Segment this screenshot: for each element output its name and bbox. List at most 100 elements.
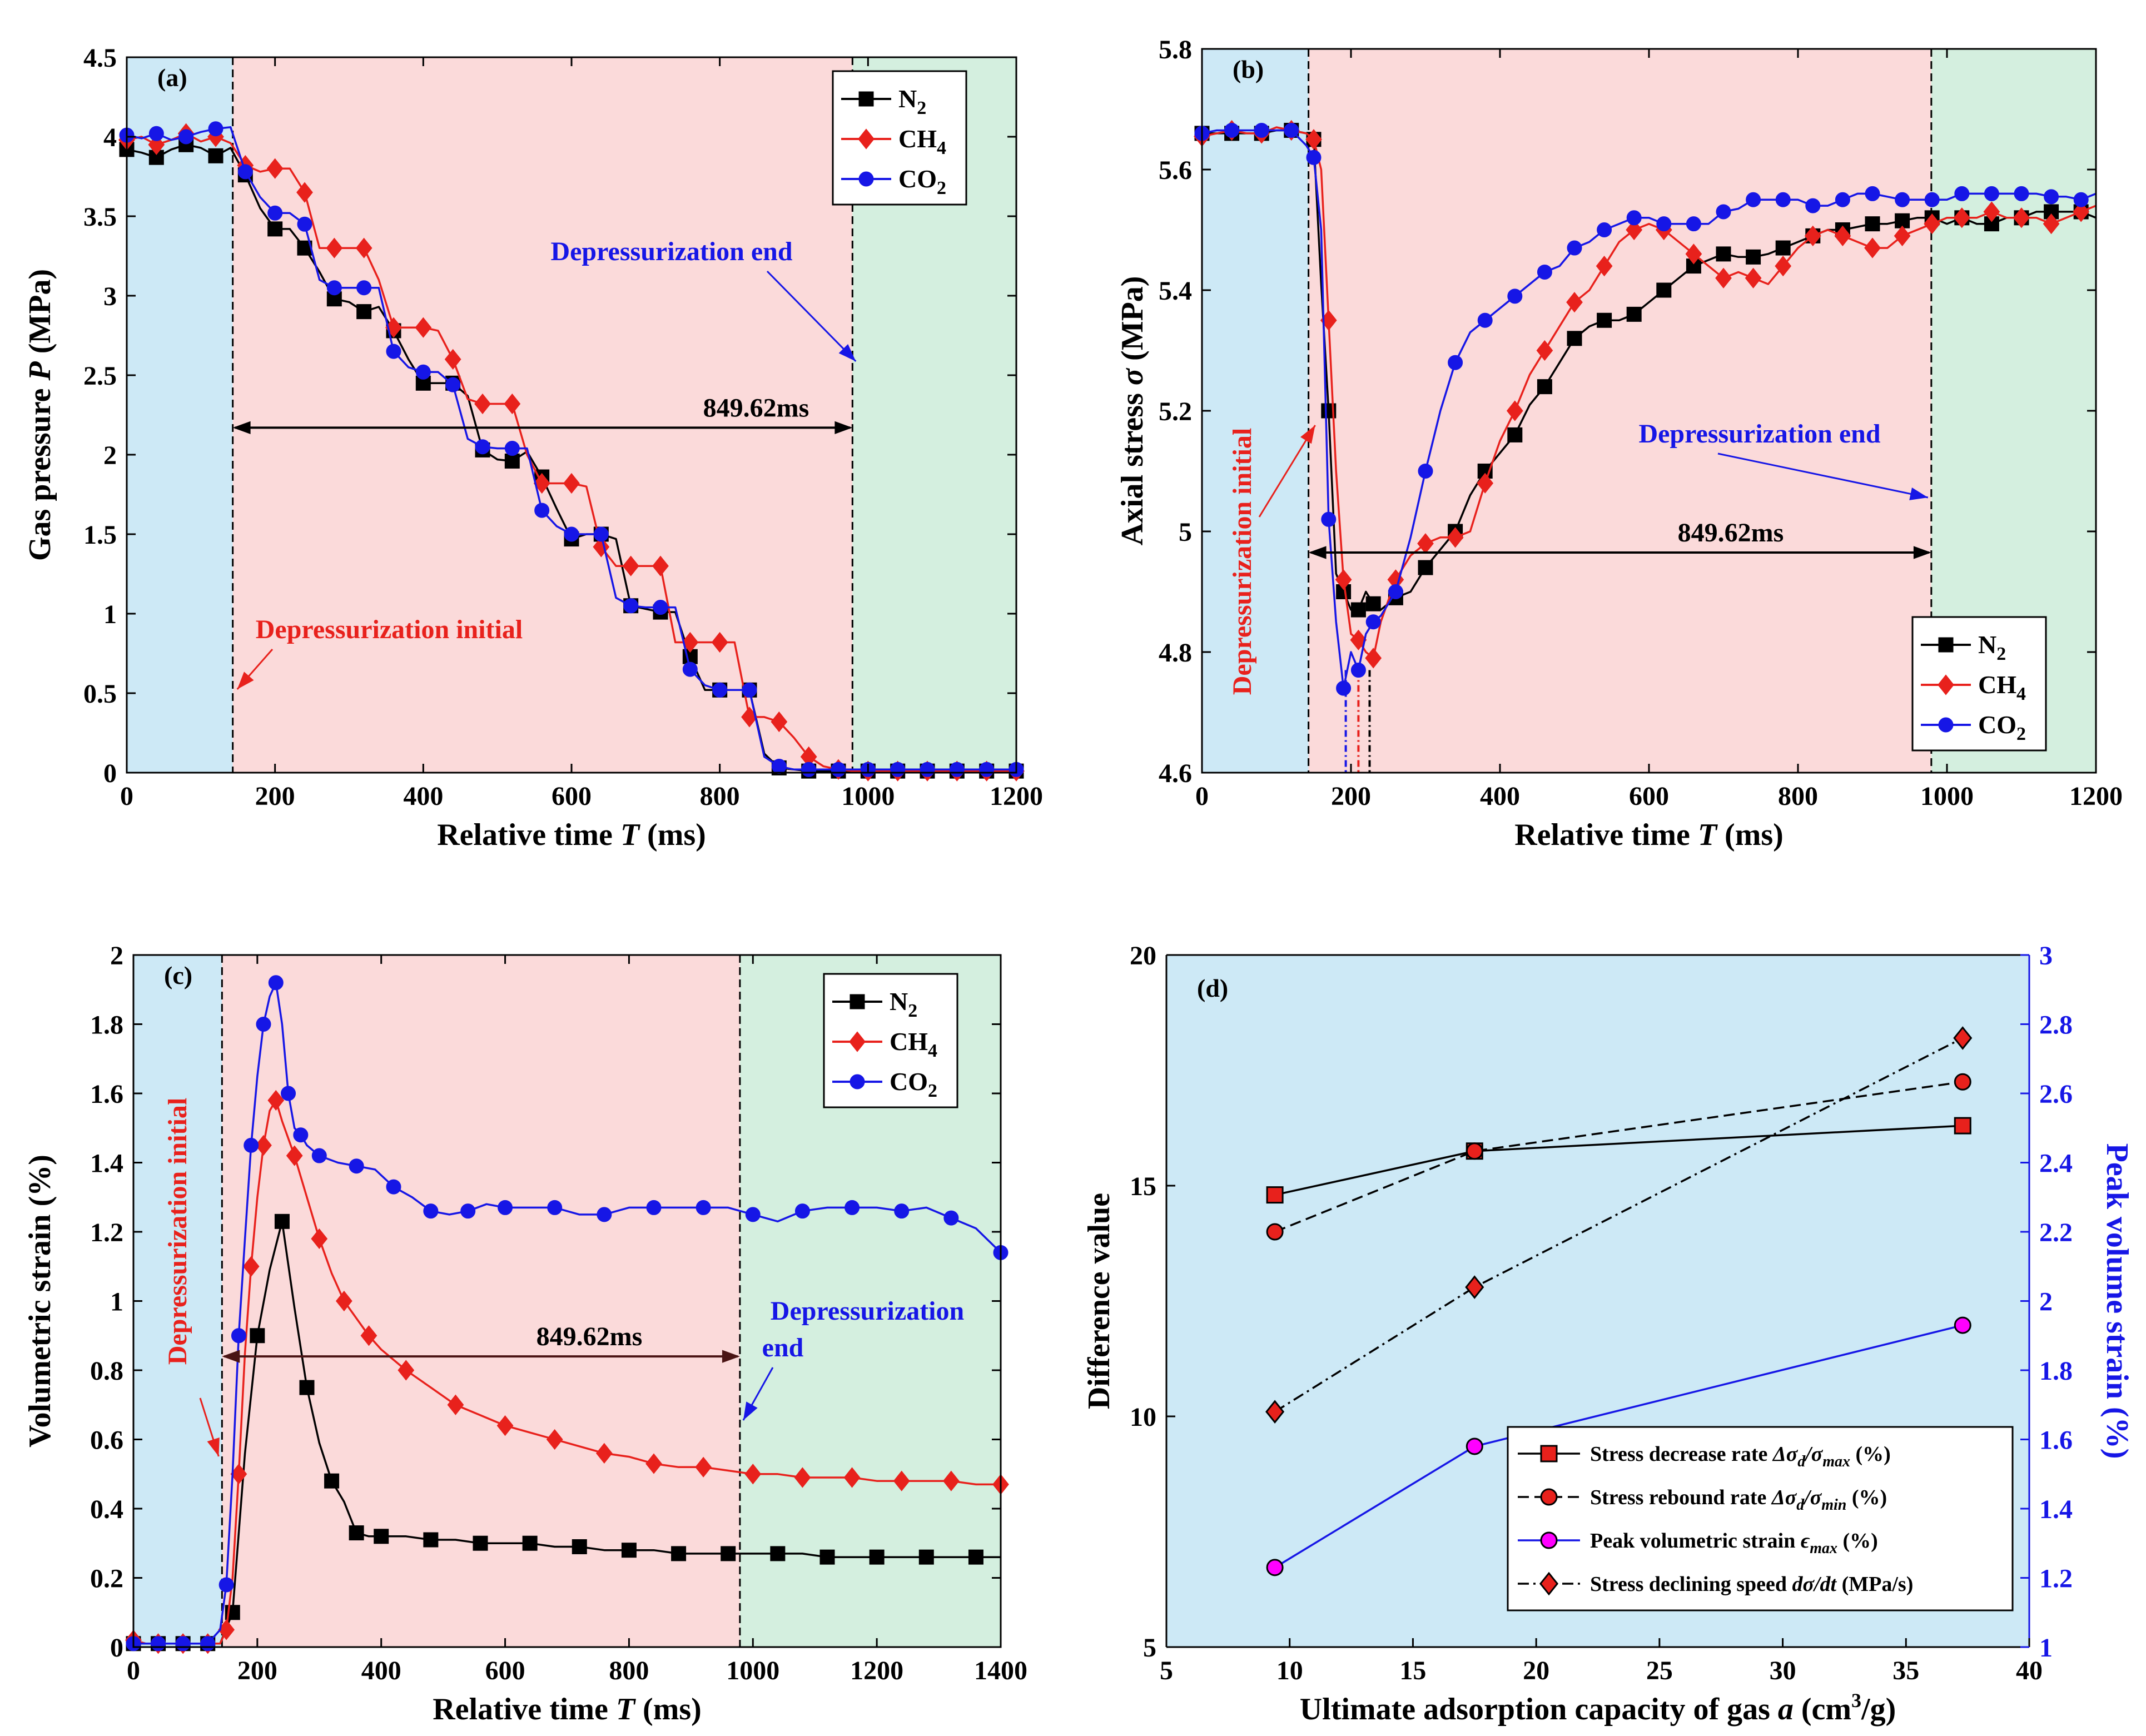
duration-label: 849.62ms: [536, 1322, 643, 1351]
series-line: [1274, 1037, 1964, 1413]
data-point: [1954, 1316, 1971, 1334]
data-point: [1224, 122, 1240, 138]
panel-a: 0 200 400 600 800 1000 1200 0 0.5 1 1.5 2 2.5 3 3.5 4 4.…: [23, 43, 1043, 852]
y-tick-label: 4.5: [83, 43, 117, 73]
y-axis-label: Axial stress σ (MPa): [1115, 276, 1150, 546]
legend-marker: [849, 1031, 866, 1052]
region-before: [127, 57, 233, 773]
x-axis-label: Relative time T (ms): [433, 1692, 702, 1727]
data-point: [1466, 1437, 1483, 1455]
data-point: [296, 182, 313, 203]
data-point: [324, 1473, 340, 1489]
data-point: [1536, 340, 1553, 361]
legend-marker: [1540, 1488, 1558, 1506]
data-point: [1266, 1186, 1284, 1204]
y-tick-label: 1.4: [90, 1149, 123, 1178]
legend: N2 CH4 CO2: [1911, 616, 2047, 752]
data-point: [1537, 379, 1552, 395]
annotation-end-arrow-head: [1909, 488, 1928, 500]
x-tick-label: 800: [1778, 782, 1818, 811]
legend-label: CO2: [1978, 710, 2026, 744]
y-tick-label-left: 20: [1130, 941, 1156, 971]
x-tick-label: 40: [2016, 1656, 2043, 1685]
data-point: [360, 1325, 377, 1346]
data-point: [1388, 584, 1403, 599]
data-point: [1775, 192, 1791, 207]
data-point: [1336, 680, 1352, 696]
panel-label: (a): [157, 63, 187, 92]
y-tick-label: 0.8: [90, 1356, 123, 1386]
x-tick-label: 25: [1646, 1656, 1673, 1685]
data-point: [1447, 527, 1464, 548]
x-tick-label: 30: [1770, 1656, 1796, 1685]
series-co2: [1194, 122, 2097, 696]
legend-marker: [1539, 1571, 1559, 1596]
data-point: [1254, 122, 1269, 138]
data-point: [721, 1546, 736, 1561]
annotation-end-line1: Depressurization: [771, 1296, 964, 1326]
data-point: [1656, 216, 1672, 232]
data-point: [2013, 207, 2030, 228]
data-point: [893, 1470, 910, 1491]
y-tick-label: 1.5: [83, 520, 117, 550]
data-point: [1864, 237, 1881, 258]
data-point: [1716, 204, 1731, 220]
panel-label: (c): [164, 961, 192, 989]
data-point: [356, 304, 372, 320]
data-point: [398, 1360, 415, 1381]
data-point: [1686, 216, 1701, 232]
duration-arrow-head-right: [834, 421, 853, 435]
y-tick-label-right: 2.2: [2039, 1218, 2073, 1247]
data-point: [2073, 201, 2090, 222]
data-point: [522, 1535, 538, 1551]
panel-c: 0 200 400 600 800 1000 1200 1400 0 0.2 0.4 0.6 0.8 1 1…: [23, 941, 1027, 1727]
legend-label: CO2: [898, 165, 946, 198]
legend-label: N2: [890, 987, 917, 1021]
data-point: [1865, 216, 1880, 232]
data-point: [1265, 1400, 1285, 1424]
x-tick-label: 1000: [1920, 782, 1974, 811]
data-point: [444, 349, 461, 370]
data-point: [423, 1203, 439, 1219]
data-point: [1350, 629, 1367, 650]
legend-marker: [1540, 1445, 1558, 1463]
data-point: [1506, 400, 1523, 421]
y-tick-label-left: 15: [1130, 1172, 1156, 1201]
data-point: [423, 1532, 439, 1548]
duration-arrow-head-left: [222, 1350, 240, 1363]
y-axis-label-left: Difference value: [1082, 1193, 1116, 1409]
data-point: [1596, 255, 1613, 277]
legend-box: [1507, 1426, 2014, 1611]
data-point: [286, 1145, 303, 1166]
legend-marker: [858, 171, 874, 187]
data-point: [1597, 222, 1612, 237]
annotation-start-arrow-head: [237, 671, 254, 689]
y-tick-label: 4.6: [1159, 759, 1192, 788]
annotation-start-arrow-head: [207, 1437, 220, 1456]
data-point: [504, 453, 520, 469]
y-tick-label: 0.2: [90, 1564, 123, 1594]
x-tick-label: 1400: [974, 1656, 1027, 1685]
data-point: [1284, 122, 1299, 138]
data-point: [326, 280, 342, 296]
data-point: [231, 1328, 246, 1344]
y-tick-label: 0: [103, 759, 117, 788]
data-point: [474, 393, 491, 415]
legend-label: CO2: [890, 1067, 937, 1101]
data-point: [335, 1290, 352, 1312]
y-tick-label-right: 3: [2039, 941, 2053, 971]
data-point: [843, 1467, 861, 1488]
data-point: [533, 472, 550, 494]
y-tick-label: 0.4: [90, 1495, 123, 1524]
data-point: [256, 1017, 271, 1032]
data-point: [1895, 192, 1910, 207]
legend: N2 CH4 CO2: [823, 973, 958, 1108]
y-axis-label: Gas pressure P (MPa): [23, 269, 57, 561]
annotation-start: Depressurization initial: [1228, 428, 1257, 695]
data-point: [645, 1453, 662, 1474]
annotation-end-arrow: [1717, 452, 1929, 499]
legend-marker: [850, 1074, 865, 1090]
data-point: [682, 661, 698, 677]
duration-arrow-head-left: [232, 421, 251, 435]
